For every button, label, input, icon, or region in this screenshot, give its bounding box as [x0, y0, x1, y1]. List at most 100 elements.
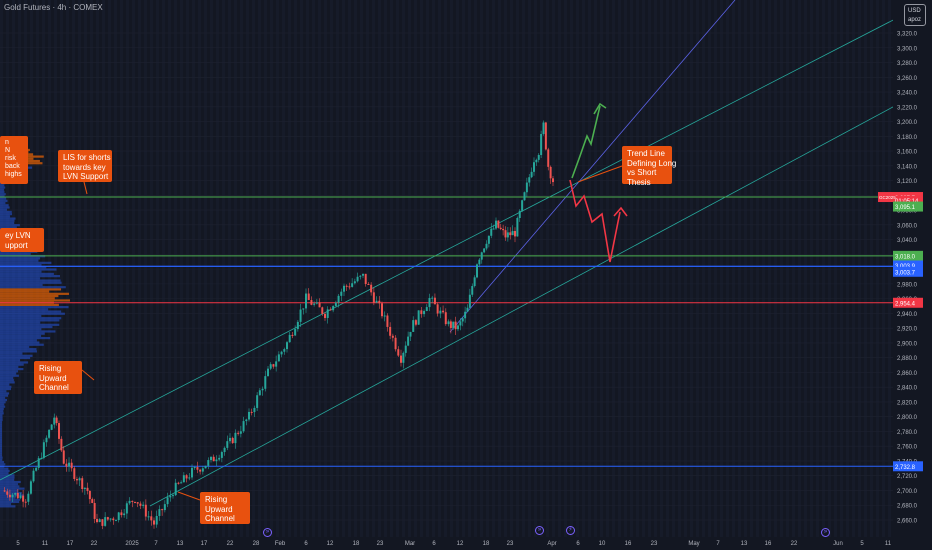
x-tick-label: 7	[716, 541, 720, 547]
grid-column	[612, 0, 615, 537]
volume-profile-bar	[0, 219, 15, 222]
volume-profile-bar	[0, 217, 16, 220]
candle-body	[404, 345, 407, 353]
candle-body	[277, 354, 280, 362]
annotation-rising-channel-2[interactable]: Rising Upward Channel	[200, 492, 250, 524]
candle-body	[436, 304, 439, 314]
candle-body	[329, 309, 332, 311]
grid-column	[54, 0, 57, 537]
volume-profile-bar	[0, 472, 9, 475]
x-tick-label: 16	[765, 541, 772, 547]
y-tick-label: 2,840.0	[897, 386, 918, 392]
candle-body	[231, 437, 234, 444]
event-marker-icon[interactable]: »	[263, 528, 272, 537]
grid-column	[96, 0, 99, 537]
grid-column	[870, 0, 873, 537]
volume-profile-bar	[0, 361, 29, 364]
volume-profile-bar	[0, 401, 6, 404]
annotation-lis-shorts[interactable]: LIS for shorts towards key LVN Support	[58, 150, 112, 182]
volume-profile-bar	[0, 210, 12, 214]
y-tick-label: 3,280.0	[897, 61, 918, 67]
grid-column	[12, 0, 15, 537]
annotation-rising-channel-1[interactable]: Rising Upward Channel	[34, 361, 82, 394]
grid-column	[648, 0, 651, 537]
projection-down-arrow	[569, 179, 621, 263]
candle-body	[109, 518, 112, 520]
grid-column	[78, 0, 81, 537]
candle-body	[299, 309, 302, 322]
projection-down-arrowhead	[613, 206, 628, 217]
event-marker-icon[interactable]: »	[535, 526, 544, 535]
grid-column	[456, 0, 459, 537]
y-tick-label: 2,700.0	[897, 489, 918, 495]
candle-body	[65, 463, 68, 467]
candle-body	[525, 182, 528, 193]
grid-column	[24, 0, 27, 537]
candle-body	[261, 388, 264, 391]
volume-profile-bar	[0, 383, 10, 386]
candle-body	[414, 320, 417, 325]
volume-profile-bar	[0, 354, 33, 357]
event-marker-icon[interactable]: »	[821, 528, 830, 537]
candle-body	[201, 468, 204, 472]
volume-profile-bar	[0, 310, 62, 313]
candle-body	[389, 326, 392, 336]
x-tick-label: 5	[16, 541, 20, 547]
x-tick-label: Feb	[275, 541, 286, 547]
grid-column	[498, 0, 501, 537]
volume-profile-bar	[0, 429, 2, 433]
volume-profile-bar	[0, 257, 41, 260]
volume-profile-bar	[0, 385, 12, 388]
event-marker-icon[interactable]: ⚡	[566, 526, 575, 535]
y-tick-label: 2,660.0	[897, 519, 918, 525]
x-tick-label: 23	[377, 541, 384, 547]
annotation-lvn-support[interactable]: ey LVN upport	[0, 228, 44, 252]
volume-profile-bar	[0, 292, 70, 295]
grid-column	[468, 0, 471, 537]
grid-column	[48, 0, 51, 537]
grid-column	[168, 0, 171, 537]
volume-profile-bar	[0, 215, 11, 218]
grid-column	[396, 0, 399, 537]
volume-profile-bar	[0, 303, 59, 307]
grid-column	[30, 0, 33, 537]
symbol-title[interactable]: Gold Futures · 4h · COMEX	[4, 3, 103, 12]
candle-body	[461, 318, 464, 322]
candle-body	[480, 252, 483, 260]
candle-body	[147, 516, 150, 518]
grid-column	[858, 0, 861, 537]
price-scale-settings[interactable]: USD apoz	[904, 4, 926, 26]
grid-column	[528, 0, 531, 537]
candle-body	[42, 442, 45, 458]
price-tag	[893, 461, 923, 472]
volume-profile-bar	[0, 290, 50, 293]
volume-profile-bar	[0, 193, 6, 196]
candle-body	[101, 519, 104, 526]
volume-profile-bar	[0, 201, 6, 205]
x-tick-label: 5	[860, 541, 864, 547]
candle-body	[400, 355, 402, 363]
annotation-note-1[interactable]: n N risk back highs	[0, 136, 28, 184]
candle-body	[98, 519, 101, 523]
volume-profile-bar	[0, 306, 69, 309]
annotation-trend-line[interactable]: Trend Line Defining Long vs Short Thesis	[622, 146, 676, 187]
grid-column	[846, 0, 849, 537]
candle-body	[177, 482, 180, 484]
volume-profile-bar	[0, 370, 19, 373]
volume-profile-bar	[0, 491, 22, 495]
grid-column	[546, 0, 549, 537]
x-tick-label: Mar	[405, 541, 415, 547]
candle-body	[86, 487, 89, 491]
candle-body	[169, 495, 172, 498]
volume-profile-bar	[0, 416, 3, 419]
candle-body	[55, 417, 58, 424]
candle-body	[321, 307, 324, 314]
grid-column	[684, 0, 687, 537]
volume-profile-bar	[0, 186, 6, 189]
grid-column	[378, 0, 381, 537]
volume-profile-bar	[0, 454, 2, 457]
price-tag	[893, 195, 923, 206]
y-tick-label: 3,040.0	[897, 238, 918, 244]
candle-body	[58, 423, 60, 439]
